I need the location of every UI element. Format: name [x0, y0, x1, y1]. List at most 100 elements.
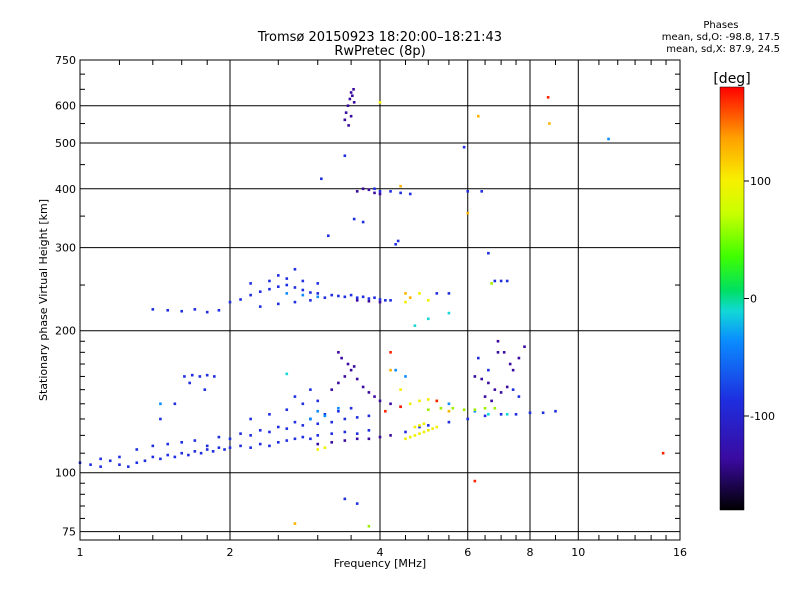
echo-point	[135, 461, 139, 465]
echo-point	[293, 300, 297, 304]
echo-point	[367, 414, 371, 418]
echo-point	[447, 402, 451, 406]
echo-point	[473, 479, 477, 483]
echo-point	[323, 296, 327, 300]
echo-point	[404, 300, 407, 304]
echo-point	[528, 411, 532, 415]
echo-point	[166, 308, 170, 312]
echo-point	[166, 453, 170, 457]
echo-point	[408, 402, 412, 406]
echo-point	[337, 406, 340, 410]
echo-point	[496, 351, 500, 354]
echo-point	[367, 437, 371, 441]
echo-point	[258, 442, 262, 446]
echo-point	[418, 425, 421, 429]
echo-point	[466, 211, 470, 215]
echo-point	[352, 101, 356, 104]
echo-point	[330, 441, 334, 444]
echo-point	[285, 408, 289, 412]
x-axis-label: Frequency [MHz]	[334, 557, 426, 570]
echo-point	[408, 192, 412, 196]
echo-point	[367, 188, 371, 192]
echo-point	[367, 299, 371, 303]
echo-point	[239, 432, 242, 435]
colorbar-tick-label: 100	[750, 175, 771, 188]
echo-point	[351, 94, 354, 98]
echo-point	[426, 429, 430, 432]
echo-point	[447, 311, 451, 315]
echo-point	[505, 279, 509, 283]
colorbar-ticks: 100 0 -100	[744, 175, 775, 423]
echo-point	[343, 295, 347, 299]
echo-point	[249, 417, 252, 421]
echo-point	[355, 416, 359, 419]
echo-point	[268, 287, 271, 291]
echo-point	[511, 388, 515, 391]
echo-point	[276, 274, 280, 277]
echo-point	[389, 368, 392, 372]
echo-point	[487, 251, 490, 255]
echo-point	[517, 395, 521, 398]
echo-point	[180, 309, 184, 313]
echo-point	[143, 459, 147, 463]
x-tick-label: 6	[464, 546, 471, 559]
echo-point	[330, 388, 334, 391]
echo-point	[493, 388, 497, 391]
echo-point	[239, 444, 242, 448]
echo-point	[346, 104, 350, 108]
echo-point	[355, 437, 359, 441]
echo-point	[239, 298, 242, 301]
echo-point	[330, 420, 334, 424]
echo-point	[361, 220, 365, 224]
echo-point	[228, 300, 232, 304]
echo-point	[285, 372, 289, 376]
echo-point	[193, 308, 197, 311]
echo-point	[276, 441, 280, 444]
echo-point	[480, 190, 484, 193]
echo-point	[249, 446, 252, 449]
echo-point	[301, 435, 305, 439]
echo-point	[285, 283, 289, 287]
echo-point	[499, 391, 503, 394]
echo-point	[367, 429, 371, 432]
echo-point	[355, 432, 359, 435]
echo-point	[355, 296, 359, 300]
echo-point	[151, 444, 155, 448]
echo-point	[173, 455, 177, 459]
echo-point	[276, 425, 280, 429]
echo-point	[435, 425, 439, 429]
echo-point	[399, 405, 402, 409]
y-axis-label: Stationary phase Virtual Height [km]	[37, 199, 50, 401]
echo-point	[394, 368, 397, 372]
echo-point	[404, 292, 407, 295]
echo-point	[258, 429, 262, 432]
echo-point	[108, 459, 112, 463]
echo-point	[316, 399, 320, 403]
echo-point	[258, 305, 262, 308]
echo-point	[217, 308, 221, 312]
echo-point	[193, 439, 197, 442]
phase-stats: Phases mean, sd,O: -98.8, 17.5 mean, sd,…	[662, 20, 780, 56]
echo-point	[309, 388, 312, 391]
echo-point	[135, 448, 139, 451]
echo-point	[316, 292, 320, 295]
x-tick-label: 8	[527, 546, 534, 559]
colorbar	[719, 86, 745, 511]
x-tick-label: 16	[673, 546, 687, 559]
echo-point	[418, 424, 421, 427]
echo-point	[203, 388, 207, 391]
echo-point	[99, 457, 102, 461]
echo-point	[323, 412, 327, 416]
echo-point	[180, 451, 184, 455]
echo-point	[198, 375, 202, 378]
echo-point	[268, 430, 271, 434]
echo-point	[408, 435, 412, 439]
echo-point	[378, 190, 382, 193]
echo-point	[361, 295, 365, 299]
echo-point	[399, 191, 402, 195]
echo-point	[258, 290, 262, 293]
echo-point	[378, 192, 382, 196]
echo-point	[349, 406, 353, 410]
echo-point	[661, 451, 665, 455]
echo-point	[439, 406, 443, 410]
